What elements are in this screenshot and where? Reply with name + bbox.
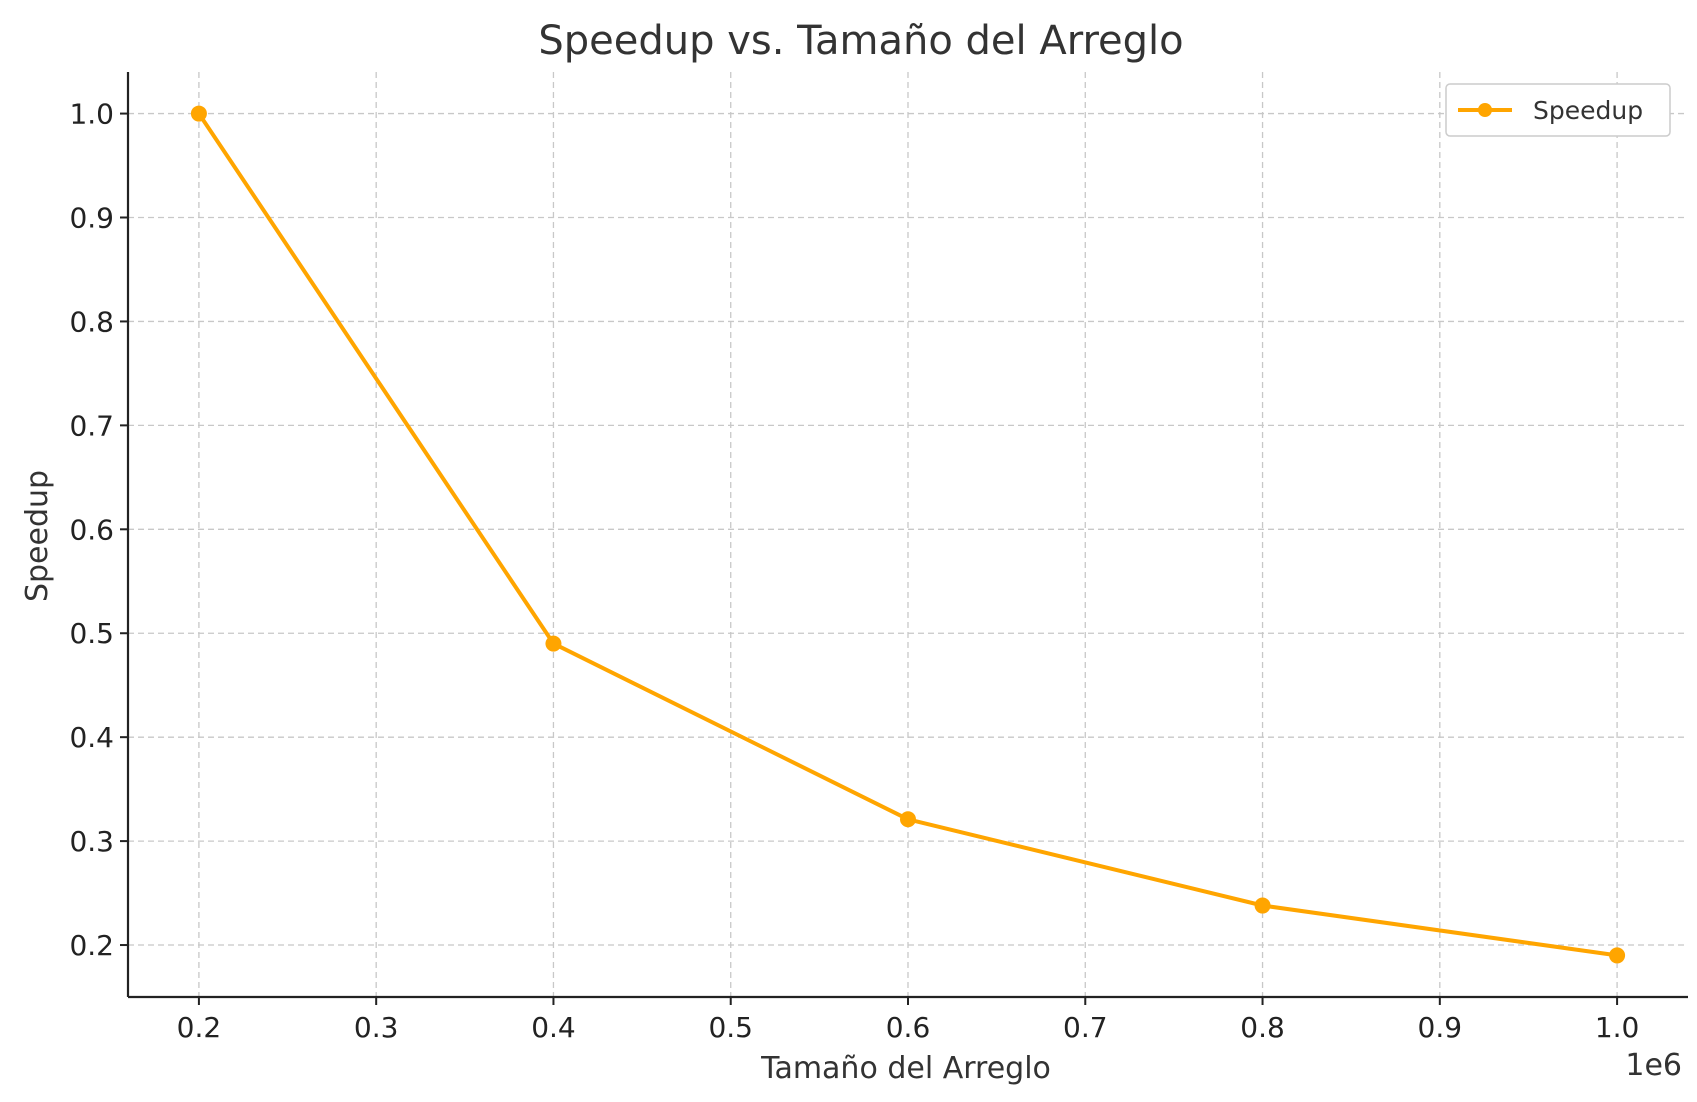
y-tick-label: 0.9	[69, 202, 114, 235]
x-tick-label: 0.9	[1418, 1011, 1463, 1044]
data-point	[1254, 897, 1271, 914]
y-tick-label: 0.4	[69, 721, 114, 754]
y-tick-label: 1.0	[69, 98, 114, 131]
x-tick-label: 0.5	[708, 1011, 753, 1044]
y-axis-ticks: 0.2 0.3 0.4 0.5 0.6 0.7 0.8 0.9 1.0	[69, 98, 128, 962]
x-axis-label: Tamaño del Arreglo	[760, 1051, 1051, 1086]
x-tick-label: 0.8	[1240, 1011, 1285, 1044]
x-axis-ticks: 0.2 0.3 0.4 0.5 0.6 0.7 0.8 0.9 1.0	[177, 997, 1640, 1044]
legend-box	[1445, 83, 1671, 137]
x-tick-label: 0.2	[177, 1011, 222, 1044]
y-tick-label: 0.7	[69, 409, 114, 442]
data-point	[1609, 947, 1626, 964]
data-point	[545, 635, 562, 652]
y-tick-label: 0.8	[69, 305, 114, 338]
data-point	[900, 811, 916, 828]
y-tick-label: 0.5	[69, 617, 114, 650]
x-tick-label: 0.3	[354, 1011, 399, 1044]
data-point	[190, 105, 207, 122]
y-axis-label: Speedup	[20, 470, 55, 602]
x-axis-offset-label: 1e6	[1625, 1048, 1682, 1083]
x-grid-lines	[198, 72, 1618, 997]
y-tick-label: 0.2	[69, 929, 114, 962]
legend-dot-marker	[1478, 103, 1492, 117]
legend: Speedup	[1445, 83, 1671, 137]
legend-label: Speedup	[1533, 96, 1643, 125]
chart-title: Speedup vs. Tamaño del Arreglo	[538, 18, 1183, 64]
x-tick-label: 0.7	[1063, 1011, 1108, 1044]
y-grid-lines	[128, 112, 1688, 946]
series-layer	[190, 105, 1626, 964]
y-tick-label: 0.3	[69, 825, 114, 858]
x-tick-label: 0.6	[886, 1011, 931, 1044]
x-tick-label: 1.0	[1595, 1011, 1640, 1044]
y-tick-label: 0.6	[69, 513, 114, 546]
x-tick-label: 0.4	[531, 1011, 576, 1044]
